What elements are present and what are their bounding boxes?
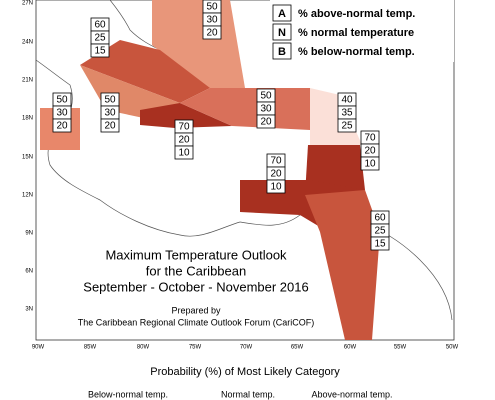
region-value: 25 <box>341 121 353 132</box>
region-value: 15 <box>94 46 106 57</box>
region-value-box <box>256 114 276 129</box>
map-title: Maximum Temperature Outlook <box>105 247 287 262</box>
legend-text: % above-normal temp. <box>298 8 415 20</box>
region-value: 70 <box>270 156 282 167</box>
region-value-box <box>174 145 194 160</box>
region-value: 25 <box>94 33 106 44</box>
legend-key: B <box>278 46 286 58</box>
region-value: 25 <box>374 226 386 237</box>
longitude-label: 85W <box>84 345 97 351</box>
longitude-label: 75W <box>189 345 202 351</box>
region-value: 60 <box>374 213 386 224</box>
longitude-label: 50W <box>446 345 459 351</box>
region-value: 35 <box>341 108 353 119</box>
region-value: 50 <box>260 91 272 102</box>
region-shape <box>180 88 310 130</box>
map-title: September - October - November 2016 <box>83 279 308 294</box>
region-value: 50 <box>56 95 68 106</box>
colorbar-title: Probability (%) of Most Likely Category <box>150 366 340 378</box>
latitude-label: 21N <box>22 78 33 84</box>
region-value: 20 <box>104 121 116 132</box>
colorbar-label: Below-normal temp. <box>88 389 168 399</box>
region-value: 60 <box>94 20 106 31</box>
region-value: 15 <box>374 239 386 250</box>
longitude-label: 80W <box>137 345 150 351</box>
longitude-label: 70W <box>240 345 253 351</box>
legend-text: % below-normal temp. <box>298 46 415 58</box>
legend-key-box <box>272 23 292 41</box>
region-value-box <box>202 25 222 40</box>
longitude-label: 65W <box>291 345 304 351</box>
legend-key: A <box>278 8 286 20</box>
region-value: 50 <box>206 2 218 13</box>
legend-key: N <box>278 27 286 39</box>
legend-key-box <box>272 42 292 60</box>
region-shape <box>80 40 210 103</box>
region-shape <box>152 0 245 88</box>
latitude-label: 24N <box>22 40 33 46</box>
colorbar-label: Above-normal temp. <box>311 389 392 399</box>
latitude-label: 3N <box>25 307 33 313</box>
region-value-box <box>266 179 286 194</box>
longitude-label: 90W <box>32 345 45 351</box>
region-value-box <box>337 118 357 133</box>
region-value: 70 <box>178 122 190 133</box>
region-value: 20 <box>260 117 272 128</box>
region-value: 20 <box>56 121 68 132</box>
credit: The Caribbean Regional Climate Outlook F… <box>78 317 315 327</box>
region-value: 20 <box>270 169 282 180</box>
latitude-label: 6N <box>25 269 33 275</box>
colorbar-label: Normal temp. <box>221 389 275 399</box>
region-value: 20 <box>178 135 190 146</box>
region-value: 30 <box>104 108 116 119</box>
region-value: 30 <box>206 15 218 26</box>
outlook-regions <box>40 0 380 340</box>
region-value: 30 <box>260 104 272 115</box>
longitude-label: 55W <box>394 345 407 351</box>
latitude-label: 12N <box>22 193 33 199</box>
legend-text: % normal temperature <box>298 27 414 39</box>
latitude-label: 9N <box>25 231 33 237</box>
region-value: 10 <box>270 182 282 193</box>
region-value: 20 <box>206 28 218 39</box>
region-value: 40 <box>341 95 353 106</box>
region-value: 20 <box>364 146 376 157</box>
latitude-label: 15N <box>22 155 33 161</box>
longitude-label: 60W <box>344 345 357 351</box>
region-shape <box>305 190 380 340</box>
region-shape <box>140 103 232 128</box>
region-value: 70 <box>364 133 376 144</box>
region-value-box <box>90 43 110 58</box>
legend-background <box>270 0 454 62</box>
latitude-label: 27N <box>22 1 33 7</box>
map-title: for the Caribbean <box>146 263 246 278</box>
credit: Prepared by <box>171 305 221 315</box>
region-value-box <box>100 118 120 133</box>
region-value-box <box>370 236 390 251</box>
region-value: 30 <box>56 108 68 119</box>
region-value: 10 <box>178 148 190 159</box>
legend-key-box <box>272 4 292 22</box>
latitude-label: 18N <box>22 116 33 122</box>
region-value: 10 <box>364 159 376 170</box>
region-value: 50 <box>104 95 116 106</box>
region-value-box <box>360 156 380 171</box>
region-value-box <box>52 118 72 133</box>
